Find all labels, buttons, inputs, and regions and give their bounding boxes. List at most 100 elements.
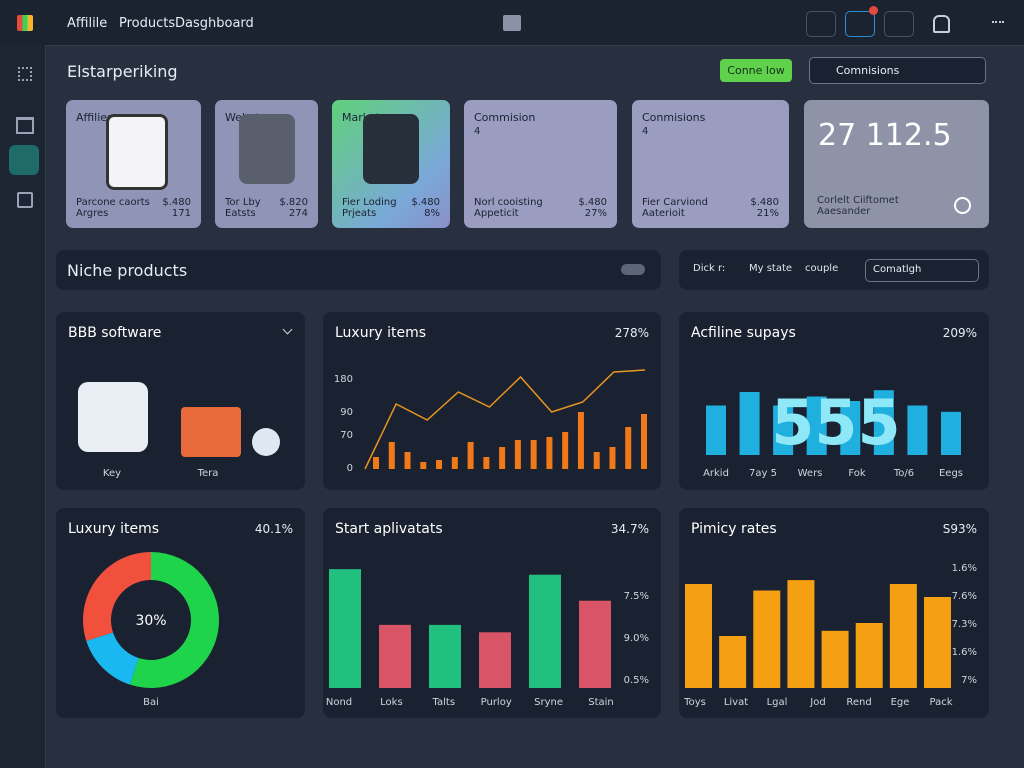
card-row-value: $.480 — [411, 197, 440, 208]
bar — [706, 405, 726, 455]
filter-option[interactable]: couple — [805, 263, 839, 274]
nav-link[interactable]: Affilile — [67, 16, 108, 31]
card-row-value: 8% — [424, 208, 440, 219]
card-big-value: 27 112.5 — [818, 118, 952, 153]
overlay-number: 555 — [771, 386, 900, 459]
x-label: Pack — [930, 697, 953, 708]
card-row-value: 21% — [756, 208, 779, 219]
illustration — [181, 407, 241, 457]
icon-button[interactable] — [806, 11, 836, 37]
bar — [499, 447, 506, 469]
panel-title: Luxury items — [335, 325, 426, 341]
axis-label: 0.5% — [624, 675, 649, 686]
more-icon[interactable] — [992, 21, 1004, 25]
search-select[interactable]: Comnisions — [809, 57, 986, 84]
panel: Toys Livat Lgal Jod Rend Ege Pack 1.6% 7.6% 7.3% 1… — [679, 508, 989, 718]
card-illustration — [105, 114, 168, 190]
filter-option[interactable]: Dick r: — [693, 263, 726, 274]
card-count: 4 — [642, 126, 649, 137]
card-count: 4 — [474, 126, 481, 137]
home-icon[interactable] — [16, 117, 34, 134]
x-label: Jod — [809, 697, 825, 708]
donut-label: Bai — [143, 697, 159, 708]
x-label: 7ay 5 — [749, 468, 777, 479]
axis-label: 180 — [334, 374, 353, 385]
user-icon[interactable] — [933, 15, 950, 33]
logo — [17, 15, 33, 31]
x-label: Toys — [683, 697, 706, 708]
bar — [379, 624, 411, 688]
x-label: Lgal — [767, 697, 788, 708]
toggle[interactable] — [621, 264, 645, 275]
card-title: Conmisions — [642, 111, 706, 124]
bar — [641, 414, 647, 469]
x-label: Stain — [588, 697, 614, 708]
bar — [873, 390, 894, 455]
donut-center: 30% — [135, 613, 166, 629]
panel-chart: Toys Livat Lgal Jod Rend Ege Pack 1.6% 7.6% 7.3% 1… — [683, 563, 977, 708]
check-icon — [954, 197, 971, 214]
illustration-label: Tera — [197, 468, 219, 479]
bar — [806, 396, 827, 455]
bar — [907, 405, 928, 455]
bar — [404, 452, 411, 469]
nav-link[interactable]: Dasghboard — [175, 16, 254, 31]
panel-chart: 180 90 70 0 — [334, 369, 647, 474]
filter-title-bar: Niche products — [56, 250, 661, 290]
icon-button[interactable] — [884, 11, 914, 37]
list-icon[interactable] — [17, 192, 33, 208]
axis-label: 7% — [961, 675, 977, 686]
bar — [787, 580, 815, 688]
panel-badge: 209% — [942, 326, 977, 340]
bar — [821, 630, 849, 688]
panel-title: Start aplivatats — [335, 521, 443, 537]
bar — [529, 574, 561, 688]
donut-segment — [86, 632, 139, 685]
panel-badge: S93% — [942, 522, 977, 536]
card: Affilies Parcone caorts $.480 Argres 171 — [66, 100, 201, 228]
card-row-value: 27% — [584, 208, 607, 219]
bar — [373, 457, 379, 469]
axis-label: 1.6% — [952, 563, 977, 574]
section-title: Niche products — [67, 261, 188, 280]
axis-label: 7.6% — [952, 591, 977, 602]
x-label: Sryne — [534, 697, 563, 708]
panel: 30% Bai Luxury items 40.1% — [56, 508, 305, 718]
connect-button[interactable]: Conne low — [720, 59, 792, 82]
nav-link[interactable]: Products — [119, 16, 176, 31]
bar — [420, 462, 427, 469]
filter-select-text: Comatlgh — [873, 264, 922, 275]
x-label: Rend — [846, 697, 871, 708]
menu-icon[interactable] — [18, 67, 32, 81]
bar — [924, 597, 951, 688]
x-label: Loks — [380, 697, 403, 708]
bar — [429, 624, 461, 688]
donut-segment — [82, 552, 151, 642]
card: Commision 4 Norl cooisting $.480 Appeticit 27… — [464, 100, 617, 228]
card-row-label: Fier Carviond — [642, 197, 708, 208]
x-label: Wers — [798, 468, 823, 479]
filter-option[interactable]: My state — [749, 263, 793, 274]
card-row-value: $.480 — [162, 197, 191, 208]
illustration — [252, 428, 280, 456]
panel: Nond Loks Talts Purloy Sryne Stain 7.5% 9.0% 0.5… — [323, 508, 661, 718]
card-row-value: 171 — [171, 208, 191, 219]
card-row-label: Appeticit — [474, 208, 519, 219]
panel-chart: Nond Loks Talts Purloy Sryne Stain 7.5% 9.0% 0.5… — [326, 569, 649, 708]
bar — [625, 427, 632, 469]
bar — [579, 600, 611, 688]
card: 27 112.5 Corlelt Ciiftomet Aaesander — [804, 100, 989, 228]
x-label: Fok — [848, 468, 866, 479]
axis-label: 1.6% — [952, 647, 977, 658]
panel-title: Pimicy rates — [691, 521, 777, 537]
panel-chart: 30% Bai — [82, 552, 219, 708]
card-row-label: Parcone caorts — [76, 197, 150, 208]
x-label: To/6 — [893, 468, 914, 479]
active-nav[interactable] — [9, 145, 39, 175]
icon-button[interactable] — [845, 11, 875, 37]
card-title: Commision — [474, 111, 536, 124]
filter-select[interactable]: Comatlgh — [865, 259, 979, 282]
bar — [685, 584, 712, 688]
